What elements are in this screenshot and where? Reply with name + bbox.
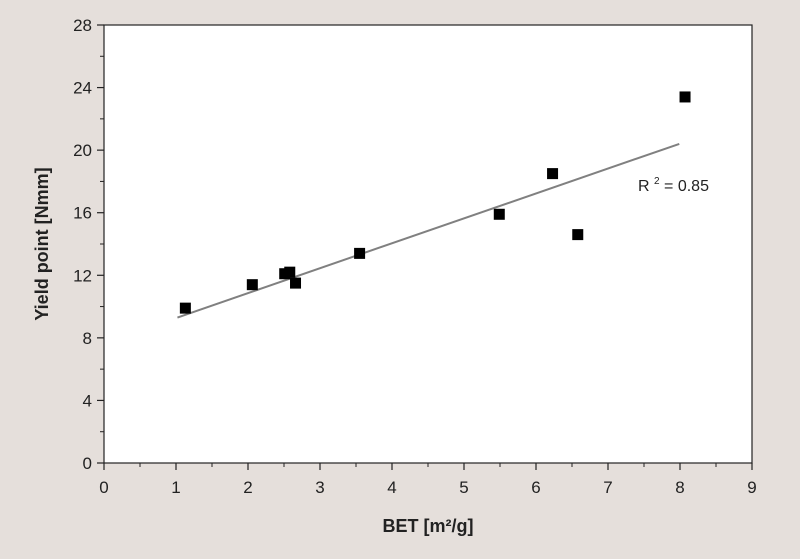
data-point xyxy=(572,229,584,241)
plot-area xyxy=(103,24,753,464)
data-point xyxy=(547,168,559,180)
x-tick-label: 9 xyxy=(747,478,756,497)
data-points xyxy=(179,91,691,314)
y-tick-label: 28 xyxy=(73,16,92,35)
x-tick-label: 6 xyxy=(531,478,540,497)
y-tick-label: 16 xyxy=(73,204,92,223)
x-tick-label: 3 xyxy=(315,478,324,497)
y-tick-label: 0 xyxy=(83,454,92,473)
data-point xyxy=(354,247,366,259)
x-tick-label: 5 xyxy=(459,478,468,497)
y-tick-label: 24 xyxy=(73,79,92,98)
x-tick-label: 0 xyxy=(99,478,108,497)
y-tick-label: 8 xyxy=(83,329,92,348)
data-point xyxy=(493,208,505,220)
y-axis-ticks: 0 4 8 12 16 20 24 28 xyxy=(73,16,104,473)
y-tick-label: 20 xyxy=(73,141,92,160)
y-tick-label: 4 xyxy=(83,391,92,410)
r-squared-value: = 0.85 xyxy=(664,178,709,195)
data-point xyxy=(290,277,302,289)
data-point xyxy=(179,302,191,314)
x-tick-label: 8 xyxy=(675,478,684,497)
x-tick-label: 4 xyxy=(387,478,396,497)
data-point xyxy=(246,279,258,291)
data-point xyxy=(679,91,691,103)
x-tick-label: 1 xyxy=(171,478,180,497)
x-axis-ticks: 0 1 2 3 4 5 6 7 8 9 xyxy=(99,463,757,497)
data-point xyxy=(284,266,296,278)
y-axis-title: Yield point [Nmm] xyxy=(32,167,52,320)
x-axis-title: BET [m²/g] xyxy=(383,516,474,536)
y-tick-label: 12 xyxy=(73,266,92,285)
x-tick-label: 2 xyxy=(243,478,252,497)
r-squared-annotation: R 2 = 0.85 xyxy=(638,171,709,195)
x-tick-label: 7 xyxy=(603,478,612,497)
r-squared-label: R xyxy=(638,178,650,195)
trendline xyxy=(177,142,680,319)
r-squared-superscript: 2 xyxy=(654,176,660,187)
